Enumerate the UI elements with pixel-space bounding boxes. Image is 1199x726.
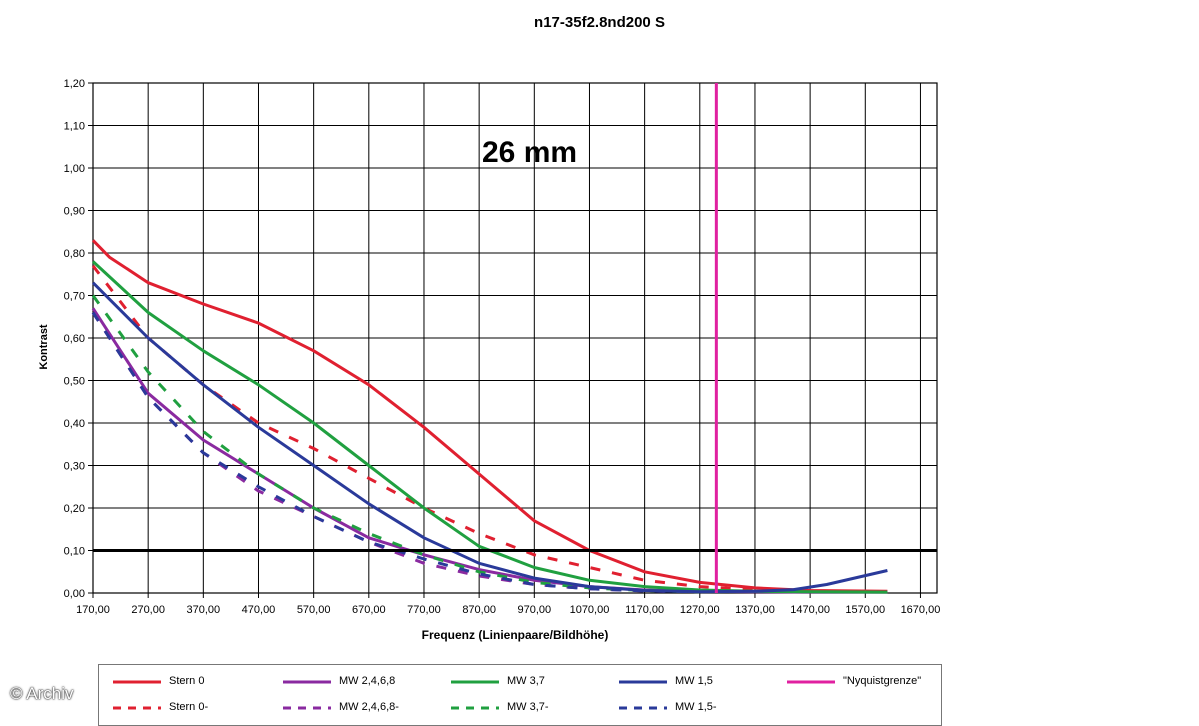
y-tick-label: 0,00 <box>64 588 85 600</box>
legend-label: MW 2,4,6,8- <box>339 701 399 713</box>
x-tick-label: 370,00 <box>186 604 220 616</box>
y-tick-label: 1,10 <box>64 121 85 133</box>
x-tick-label: 470,00 <box>242 604 276 616</box>
y-tick-label: 1,00 <box>64 163 85 175</box>
x-tick-label: 1670,00 <box>901 604 941 616</box>
series-line <box>91 311 700 594</box>
focal-length-annotation: 26 mm <box>482 136 578 169</box>
x-tick-label: 1470,00 <box>790 604 830 616</box>
legend-label: MW 3,7 <box>507 675 545 687</box>
legend-label: Stern 0- <box>169 701 209 713</box>
x-tick-label: 1070,00 <box>570 604 610 616</box>
x-tick-label: 770,00 <box>407 604 441 616</box>
legend-label: MW 1,5- <box>675 701 717 713</box>
y-tick-label: 0,80 <box>64 248 85 260</box>
x-axis-label: Frequenz (Linienpaare/Bildhöhe) <box>421 628 609 642</box>
y-tick-label: 0,70 <box>64 291 85 303</box>
y-tick-label: 0,20 <box>64 503 85 515</box>
x-tick-label: 270,00 <box>131 604 165 616</box>
y-tick-label: 0,40 <box>64 418 85 430</box>
legend-label: MW 2,4,6,8 <box>339 675 396 687</box>
series-line <box>91 264 811 593</box>
legend-label: MW 1,5 <box>675 675 713 687</box>
legend-label: MW 3,7- <box>507 701 549 713</box>
legend-label: Stern 0 <box>169 675 205 687</box>
series-line <box>91 294 700 594</box>
x-tick-label: 870,00 <box>462 604 496 616</box>
copyright-watermark: © Archiv <box>10 684 74 703</box>
x-tick-label: 970,00 <box>517 604 551 616</box>
x-tick-label: 1270,00 <box>680 604 720 616</box>
x-tick-label: 170,00 <box>76 604 110 616</box>
x-tick-label: 670,00 <box>352 604 386 616</box>
legend-label: "Nyquistgrenze" <box>843 675 922 687</box>
y-tick-label: 0,50 <box>64 376 85 388</box>
series-line <box>91 281 888 594</box>
y-tick-label: 0,90 <box>64 206 85 218</box>
x-tick-label: 570,00 <box>297 604 331 616</box>
x-tick-label: 1570,00 <box>845 604 885 616</box>
y-tick-label: 1,20 <box>64 78 85 90</box>
x-tick-label: 1370,00 <box>735 604 775 616</box>
x-tick-label: 1170,00 <box>625 604 664 616</box>
y-axis-label: Kontrast <box>38 324 50 370</box>
series-line <box>91 239 888 593</box>
chart-title: n17-35f2.8nd200 S <box>534 14 665 31</box>
y-tick-label: 0,10 <box>64 546 85 558</box>
y-tick-label: 0,60 <box>64 333 85 345</box>
y-tick-label: 0,30 <box>64 461 85 473</box>
chart-legend: Stern 0 MW 2,4,6,8 MW 3,7 MW 1,5 "Nyquis… <box>98 664 942 726</box>
